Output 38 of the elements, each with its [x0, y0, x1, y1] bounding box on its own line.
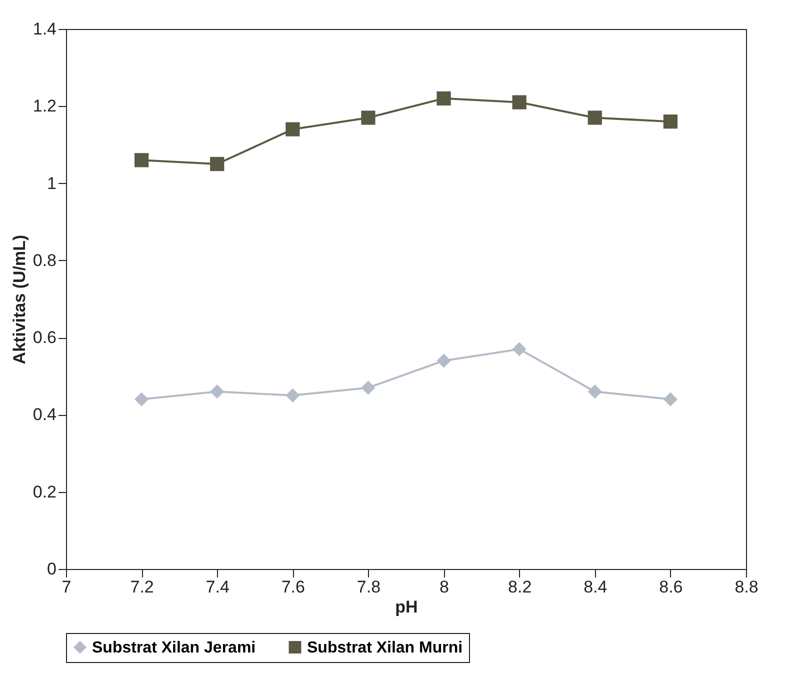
- x-tick-label: 7.4: [206, 578, 230, 596]
- y-tick-label: 1.2: [32, 96, 56, 116]
- x-tick-label: 7.8: [356, 578, 381, 596]
- x-tick-label: 7.2: [130, 578, 154, 596]
- x-tick-label: 7: [62, 578, 72, 596]
- point: [134, 392, 149, 406]
- point: [436, 91, 451, 106]
- x-tick-label: 7.6: [281, 578, 305, 596]
- y-tick-label: 0: [47, 560, 56, 578]
- y-tick-label: 1: [47, 174, 56, 193]
- point: [210, 384, 224, 399]
- y-tick-label: 0.6: [32, 328, 56, 348]
- point: [286, 388, 300, 402]
- point: [361, 380, 376, 395]
- point: [663, 392, 678, 406]
- y-tick-label: 0.8: [32, 250, 56, 270]
- point: [436, 354, 451, 368]
- y-axis-title: Aktivitas (U/mL): [10, 234, 29, 364]
- x-tick-label: 8.2: [508, 578, 532, 596]
- point: [210, 156, 224, 172]
- y-tick-label: 0.4: [32, 405, 56, 424]
- point: [286, 122, 300, 136]
- point: [134, 153, 149, 168]
- x-axis-title: pH: [395, 598, 418, 616]
- legend-label: Substrat Xilan Jerami: [92, 639, 256, 656]
- point: [512, 95, 526, 110]
- point: [588, 384, 602, 399]
- x-tick-label: 8.6: [659, 578, 683, 596]
- x-tick-label: 8.8: [734, 578, 758, 596]
- point: [663, 114, 678, 129]
- y-tick-label: 1.4: [32, 20, 56, 38]
- x-tick-label: 8: [440, 578, 450, 596]
- point: [588, 110, 602, 125]
- point: [512, 342, 526, 356]
- legend-label: Substrat Xilan Murni: [307, 639, 463, 656]
- y-tick-label: 0.2: [32, 482, 56, 502]
- x-tick-label: 8.4: [584, 578, 608, 596]
- point: [361, 110, 376, 125]
